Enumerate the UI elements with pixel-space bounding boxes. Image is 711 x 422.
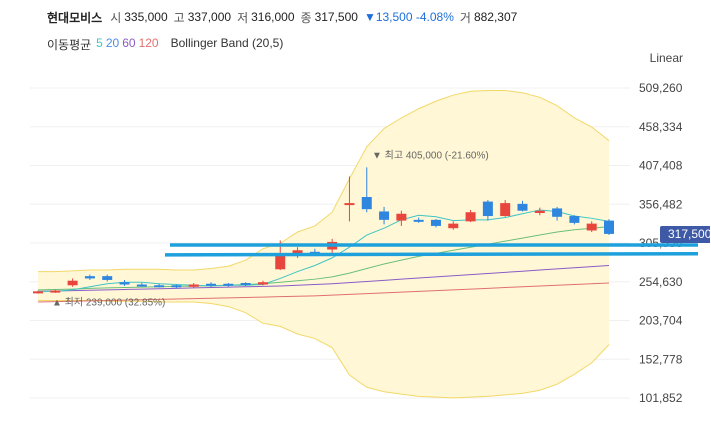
ma-period-120: 120 — [138, 36, 159, 50]
candle-body — [33, 291, 43, 294]
open-value: 335,000 — [124, 10, 168, 24]
bollinger-upper-line — [38, 89, 610, 273]
candle-body — [67, 280, 78, 286]
candle-body — [361, 197, 372, 210]
trendline — [164, 251, 699, 257]
low-label: 저 — [237, 10, 249, 25]
bollinger-label: Bollinger Band (20,5) — [170, 36, 284, 50]
candle-body — [240, 282, 251, 285]
ma20-line — [37, 226, 610, 291]
change-value: ▼13,500 -4.08% — [363, 10, 454, 24]
candle-body — [482, 201, 493, 217]
high-label: 고 — [173, 10, 185, 25]
y-tick-label: 356,482 — [639, 197, 683, 211]
candle-body — [223, 283, 234, 286]
candle-body — [102, 276, 113, 280]
candle-body — [552, 208, 563, 217]
candle-body — [119, 282, 130, 285]
indicator-legend[interactable]: 이동평균 5 20 60 120 Bollinger Band (20,5) — [47, 36, 288, 53]
candle-body — [448, 223, 459, 229]
open-label: 시 — [110, 10, 122, 25]
candle-body — [344, 203, 355, 206]
low-value: 316,000 — [251, 10, 295, 24]
stock-header: 현대모비스 시 335,000 고 337,000 저 316,000 종 31… — [47, 8, 517, 26]
candle-body — [275, 255, 286, 270]
candle-body — [413, 219, 424, 222]
candle-body — [534, 210, 545, 213]
ma-period-20: 20 — [105, 36, 120, 50]
candle-body — [206, 283, 217, 286]
candle-body — [136, 284, 147, 287]
high-annotation: ▼ 최고 405,000 (-21.60%) — [372, 149, 489, 161]
ma60-line — [37, 264, 610, 292]
y-tick-label: 203,704 — [639, 314, 683, 328]
candle-body — [430, 219, 441, 226]
candle-body — [188, 284, 199, 287]
candle-body — [84, 276, 95, 279]
candle-body — [500, 203, 511, 217]
y-tick-label: 254,630 — [639, 275, 683, 289]
candle-body — [292, 250, 303, 255]
low-annotation: ▲ 최저 239,000 (32.85%) — [52, 297, 165, 309]
ma-period-5: 5 — [96, 36, 103, 50]
scale-toggle[interactable]: Linear — [649, 51, 683, 65]
candle-body — [465, 212, 476, 222]
close-value: 317,500 — [314, 10, 358, 24]
ma120-line — [37, 282, 610, 303]
candle-body — [154, 285, 165, 288]
candle-body — [257, 282, 268, 285]
y-tick-label: 458,334 — [639, 120, 683, 134]
last-price-badge: 317,500 — [660, 226, 711, 243]
high-value: 337,000 — [187, 10, 232, 24]
bollinger-lower-line — [38, 299, 610, 399]
ma5-line — [38, 209, 610, 292]
volume-value: 882,307 — [473, 10, 518, 24]
candle-body — [517, 203, 528, 211]
close-label: 종 — [300, 10, 312, 25]
y-tick-label: 152,778 — [639, 352, 683, 366]
candle-body — [171, 285, 182, 288]
candle-body — [396, 213, 407, 221]
volume-label: 거 — [459, 10, 471, 25]
stock-name: 현대모비스 — [47, 10, 103, 25]
candle-body — [586, 223, 597, 231]
ma-label: 이동평균 — [47, 38, 92, 52]
candle-body — [379, 211, 390, 220]
y-tick-label: 101,852 — [639, 391, 683, 405]
ma-period-60: 60 — [122, 36, 136, 50]
candle-body — [604, 220, 614, 234]
y-tick-label: 407,408 — [639, 159, 683, 173]
candle-body — [50, 290, 61, 293]
y-tick-label: 509,260 — [639, 81, 683, 95]
candle-body — [569, 216, 580, 223]
